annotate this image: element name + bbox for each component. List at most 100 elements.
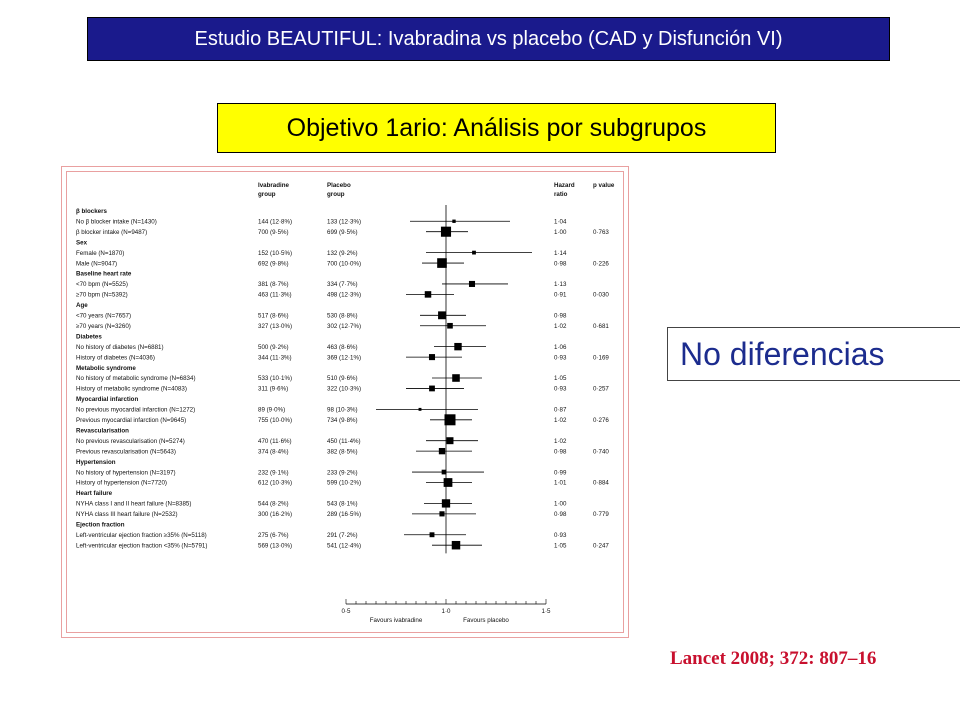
- placebo-events: 510 (9·6%): [327, 375, 358, 382]
- subgroup-header: Ejection fraction: [76, 522, 125, 529]
- hazard-ratio-marker: [429, 532, 435, 538]
- hazard-ratio-marker: [443, 478, 453, 487]
- row-label: ≥70 years (N=3260): [76, 323, 131, 330]
- forest-plot-inner-border: [66, 171, 624, 633]
- row-label: History of metabolic syndrome (N=4083): [76, 386, 187, 393]
- hazard-ratio-value: 1·00: [554, 229, 567, 236]
- p-value: 0·030: [593, 292, 609, 299]
- row-label: No previous revascularisation (N=5274): [76, 438, 185, 445]
- placebo-events: 302 (12·7%): [327, 323, 361, 330]
- hazard-ratio-marker: [454, 342, 462, 351]
- row-label: Left-ventricular ejection fraction ≥35% …: [76, 532, 207, 539]
- hazard-ratio-value: 1·02: [554, 417, 567, 424]
- subgroup-header: Baseline heart rate: [76, 271, 132, 278]
- p-value: 0·763: [593, 229, 609, 236]
- ivabradine-events: 344 (11·3%): [258, 354, 292, 361]
- placebo-events: 322 (10·3%): [327, 386, 361, 393]
- hazard-ratio-marker: [438, 311, 446, 320]
- ivabradine-events: 232 (9·1%): [258, 469, 289, 476]
- hazard-ratio-value: 1·05: [554, 375, 567, 382]
- ivabradine-events: 692 (9·8%): [258, 260, 289, 267]
- p-value: 0·257: [593, 386, 609, 393]
- hazard-ratio-value: 0·93: [554, 354, 567, 361]
- row-label: β blocker intake (N=9487): [76, 229, 147, 236]
- placebo-events: 132 (9·2%): [327, 250, 358, 257]
- ivabradine-events: 374 (8·4%): [258, 448, 289, 455]
- ivabradine-events: 327 (13·0%): [258, 323, 292, 330]
- hazard-ratio-value: 1·14: [554, 250, 567, 257]
- hazard-ratio-marker: [452, 374, 460, 382]
- x-axis-tick-label: 0·5: [342, 608, 352, 615]
- placebo-events: 98 (10·3%): [327, 407, 358, 414]
- ivabradine-events: 300 (16·2%): [258, 511, 292, 518]
- placebo-events: 450 (11·4%): [327, 438, 361, 445]
- row-label: Previous revascularisation (N=5643): [76, 448, 176, 455]
- subgroup-header: Metabolic syndrome: [76, 365, 136, 372]
- hazard-ratio-value: 0·98: [554, 511, 567, 518]
- ivabradine-events: 311 (9·6%): [258, 386, 288, 393]
- row-label: No history of diabetes (N=6881): [76, 344, 164, 351]
- placebo-events: 700 (10·0%): [327, 260, 361, 267]
- ivabradine-events: 533 (10·1%): [258, 375, 292, 382]
- x-axis-tick-label: 1·5: [542, 608, 552, 615]
- hazard-ratio-col-header: Hazard: [554, 182, 575, 189]
- row-label: <70 years (N=7657): [76, 313, 131, 320]
- hazard-ratio-value: 0·98: [554, 448, 567, 455]
- hazard-ratio-marker: [429, 385, 435, 392]
- placebo-events: 699 (9·5%): [327, 229, 358, 236]
- hazard-ratio-value: 0·99: [554, 469, 567, 476]
- placebo-events: 334 (7·7%): [327, 281, 358, 288]
- hazard-ratio-value: 1·13: [554, 281, 567, 288]
- row-label: NYHA class I and II heart failure (N=838…: [76, 501, 191, 508]
- hazard-ratio-value: 0·98: [554, 260, 567, 267]
- row-label: NYHA class III heart failure (N=2532): [76, 511, 178, 518]
- conclusion-callout: No diferencias: [667, 327, 960, 381]
- subgroup-header: Age: [76, 302, 88, 309]
- hazard-ratio-marker: [418, 407, 422, 411]
- row-label: History of hypertension (N=7720): [76, 480, 167, 487]
- placebo-events: 382 (8·5%): [327, 448, 358, 455]
- row-label: Male (N=9047): [76, 260, 117, 267]
- ivabradine-events: 275 (6·7%): [258, 532, 289, 539]
- hazard-ratio-marker: [452, 219, 456, 223]
- placebo-events: 543 (8·1%): [327, 501, 358, 508]
- p-value: 0·226: [593, 260, 609, 267]
- placebo-col-header: Placebo: [327, 182, 351, 189]
- row-label: ≥70 bpm (N=5392): [76, 292, 128, 299]
- p-value: 0·740: [593, 448, 609, 455]
- ivabradine-events: 517 (8·6%): [258, 313, 289, 320]
- hazard-ratio-marker: [468, 280, 476, 287]
- p-value: 0·884: [593, 480, 609, 487]
- ivabradine-events: 381 (8·7%): [258, 281, 289, 288]
- hazard-ratio-marker: [446, 437, 454, 445]
- hazard-ratio-value: 1·02: [554, 323, 567, 330]
- placebo-events: 369 (12·1%): [327, 354, 361, 361]
- x-axis-left-label: Favours ivabradine: [370, 617, 423, 624]
- placebo-events: 530 (8·8%): [327, 313, 358, 320]
- citation-reference: Lancet 2008; 372: 807–16: [670, 648, 877, 669]
- subgroup-header: Heart failure: [76, 490, 113, 497]
- hazard-ratio-value: 0·91: [554, 292, 567, 299]
- p-value: 0·169: [593, 354, 609, 361]
- ivabradine-events: 544 (8·2%): [258, 501, 289, 508]
- ivabradine-col-header: Ivabradine: [258, 182, 290, 189]
- hazard-ratio-value: 0·93: [554, 532, 567, 539]
- hazard-ratio-col-header-line2: ratio: [554, 191, 568, 198]
- hazard-ratio-marker: [424, 291, 432, 298]
- subgroup-header: Hypertension: [76, 459, 116, 466]
- placebo-events: 463 (8·6%): [327, 344, 358, 351]
- subgroup-header: Myocardial infarction: [76, 396, 138, 403]
- hazard-ratio-marker: [428, 354, 436, 361]
- row-label: No previous myocardial infarction (N=127…: [76, 407, 195, 414]
- row-label: No β blocker intake (N=1430): [76, 218, 157, 225]
- hazard-ratio-marker: [447, 322, 453, 329]
- subgroup-header: Revascularisation: [76, 427, 129, 434]
- subgroup-header: Diabetes: [76, 333, 102, 340]
- hazard-ratio-marker: [441, 469, 447, 475]
- hazard-ratio-value: 1·05: [554, 542, 567, 549]
- hazard-ratio-marker: [451, 540, 461, 550]
- subgroup-header: Sex: [76, 239, 88, 246]
- ivabradine-events: 500 (9·2%): [258, 344, 289, 351]
- row-label: <70 bpm (N=5525): [76, 281, 128, 288]
- hazard-ratio-value: 1·00: [554, 501, 567, 508]
